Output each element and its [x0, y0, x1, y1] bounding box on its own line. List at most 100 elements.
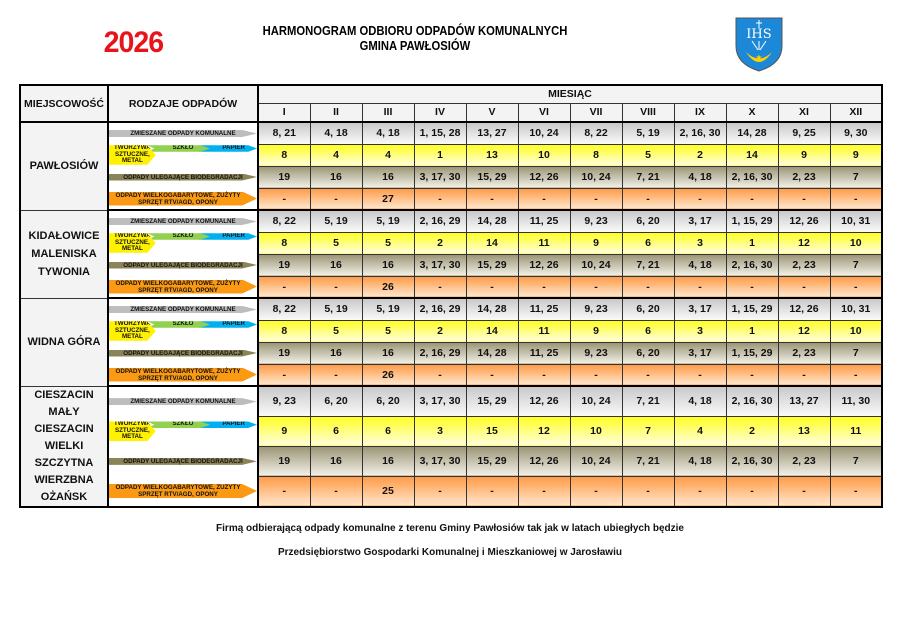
pickup-dates-ix: 4: [673, 415, 727, 447]
pickup-dates-vii: -: [569, 363, 623, 387]
title-line-2: GMINA PAWŁOSIÓW: [359, 39, 471, 53]
pickup-dates-iv: -: [413, 275, 467, 299]
pickup-dates-iii: 26: [361, 275, 415, 299]
row-bio: ODPADY ULEGAJĄCE BIODEGRADACJI 19 16 16 3, 1…: [20, 253, 883, 277]
pickup-dates-viii: -: [621, 187, 675, 211]
pickup-dates-x: -: [725, 363, 779, 387]
pickup-dates-ix: 3: [673, 319, 727, 343]
pickup-dates-xi: 12: [777, 319, 831, 343]
pickup-dates-vi: 12: [517, 415, 571, 447]
location-name: KIDAŁOWICE: [28, 230, 100, 242]
pickup-dates-ii: -: [309, 475, 363, 508]
location-name: PAWŁOSIÓW: [29, 160, 99, 173]
pickup-dates-iv: 3, 17, 30: [413, 165, 467, 189]
pickup-dates-vii: 9, 23: [569, 341, 623, 365]
pickup-dates-viii: -: [621, 475, 675, 508]
waste-label-bulk: ODPADY WIELKOGABARYTOWE, ZUŻYTY SPRZĘT R…: [109, 367, 257, 382]
location-name: TYWONIA: [38, 266, 90, 278]
waste-label-paper: PAPIER: [198, 145, 257, 152]
waste-label-plastic: TWORZYWA SZTUCZNE, METAL: [109, 421, 156, 441]
pickup-dates-vi: -: [517, 363, 571, 387]
pickup-dates-vii: 8, 22: [569, 121, 623, 145]
pickup-dates-iv: 3, 17, 30: [413, 445, 467, 477]
pickup-dates-v: 13, 27: [465, 121, 519, 145]
waste-label-plastic: TWORZYWA SZTUCZNE, METAL: [109, 233, 156, 253]
pickup-dates-iv: 1: [413, 143, 467, 167]
pickup-dates-v: 13: [465, 143, 519, 167]
pickup-dates-ii: 16: [309, 253, 363, 277]
pickup-dates-vi: 12, 26: [517, 253, 571, 277]
pickup-dates-ii: 6: [309, 415, 363, 447]
pickup-dates-x: 1: [725, 319, 779, 343]
pickup-dates-iv: -: [413, 475, 467, 508]
waste-type-cell: ODPADY WIELKOGABARYTOWE, ZUŻYTY SPRZĘT R…: [108, 188, 259, 211]
month-header-iv: IV: [413, 102, 467, 123]
location-name: OŻAŃSK: [40, 490, 88, 503]
pickup-dates-ix: 3, 17: [673, 341, 727, 365]
pickup-dates-x: 1, 15, 29: [725, 341, 779, 365]
pickup-dates-i: 19: [257, 445, 311, 477]
pickup-dates-iv: 1, 15, 28: [413, 121, 467, 145]
pickup-dates-vii: 10, 24: [569, 445, 623, 477]
pickup-dates-xi: 2, 23: [777, 165, 831, 189]
pickup-dates-xii: 10, 31: [829, 209, 883, 233]
pickup-dates-v: 15, 29: [465, 165, 519, 189]
waste-label-mixed: ZMIESZANE ODPADY KOMUNALNE: [109, 130, 257, 137]
pickup-dates-ii: 5: [309, 319, 363, 343]
month-header-ix: IX: [673, 102, 727, 123]
location-name: CIESZACIN MAŁY: [34, 388, 94, 418]
pickup-dates-vii: 9: [569, 319, 623, 343]
pickup-dates-v: 14, 28: [465, 341, 519, 365]
pickup-dates-i: -: [257, 187, 311, 211]
location-name: WIELKI: [44, 439, 84, 452]
pickup-dates-v: -: [465, 275, 519, 299]
row-bulk: ODPADY WIELKOGABARYTOWE, ZUŻYTY SPRZĘT R…: [20, 363, 883, 387]
pickup-dates-iii: 27: [361, 187, 415, 211]
location-name: CIESZACIN: [34, 422, 94, 435]
month-header-vii: VII: [569, 102, 623, 123]
footer-line-1: Firmą odbierającą odpady komunalne z ter…: [216, 523, 684, 534]
pickup-dates-iii: 5, 19: [361, 297, 415, 321]
pickup-dates-xii: -: [829, 275, 883, 299]
waste-label-bulk: ODPADY WIELKOGABARYTOWE, ZUŻYTY SPRZĘT R…: [109, 191, 257, 206]
page-title: HARMONOGRAM ODBIORU ODPADÓW KOMUNALNYCH …: [249, 24, 582, 54]
pickup-dates-ix: 2: [673, 143, 727, 167]
month-header-i: I: [257, 102, 311, 123]
row-bulk: ODPADY WIELKOGABARYTOWE, ZUŻYTY SPRZĘT R…: [20, 275, 883, 299]
pickup-dates-vii: 10, 24: [569, 385, 623, 417]
pickup-dates-viii: 7: [621, 415, 675, 447]
pickup-dates-x: 2, 16, 30: [725, 253, 779, 277]
pickup-dates-i: 19: [257, 165, 311, 189]
waste-label-paper: PAPIER: [198, 321, 257, 328]
pickup-dates-iii: 16: [361, 253, 415, 277]
waste-type-cell: TWORZYWA SZTUCZNE, METAL SZKŁO PAPIER: [108, 320, 259, 342]
pickup-dates-ii: 16: [309, 341, 363, 365]
pickup-dates-iii: 16: [361, 341, 415, 365]
pickup-dates-i: 8, 21: [257, 121, 311, 145]
month-header-viii: VIII: [621, 102, 675, 123]
pickup-dates-x: 2, 16, 30: [725, 385, 779, 417]
pickup-dates-i: -: [257, 275, 311, 299]
pickup-dates-vii: 8: [569, 143, 623, 167]
pickup-dates-iii: 25: [361, 475, 415, 508]
pickup-dates-iv: 2, 16, 29: [413, 341, 467, 365]
pickup-dates-ii: 4: [309, 143, 363, 167]
pickup-dates-iii: 5: [361, 319, 415, 343]
pickup-dates-v: -: [465, 475, 519, 508]
waste-label-glass: SZKŁO: [146, 145, 211, 152]
pickup-dates-i: 8: [257, 231, 311, 255]
row-mixed: PAWŁOSIÓW ZMIESZANE ODPADY KOMUNALNE 8, 21…: [19, 121, 883, 211]
waste-type-cell: ODPADY ULEGAJĄCE BIODEGRADACJI: [108, 254, 259, 276]
pickup-dates-xii: -: [829, 475, 883, 508]
pickup-dates-xi: 9: [777, 143, 831, 167]
pickup-dates-ii: -: [309, 187, 363, 211]
waste-type-cell: TWORZYWA SZTUCZNE, METAL SZKŁO PAPIER: [108, 144, 259, 166]
pickup-dates-xi: 2, 23: [777, 445, 831, 477]
pickup-dates-xi: 12, 26: [777, 297, 831, 321]
waste-type-cell: ODPADY ULEGAJĄCE BIODEGRADACJI: [108, 342, 259, 364]
row-segregated: TWORZYWA SZTUCZNE, METAL SZKŁO PAPIER 8 5 5 2 1…: [20, 231, 883, 255]
pickup-dates-i: 8, 22: [257, 297, 311, 321]
pickup-dates-v: -: [465, 363, 519, 387]
pickup-dates-iv: 2, 16, 29: [413, 209, 467, 233]
pickup-dates-vi: 10: [517, 143, 571, 167]
